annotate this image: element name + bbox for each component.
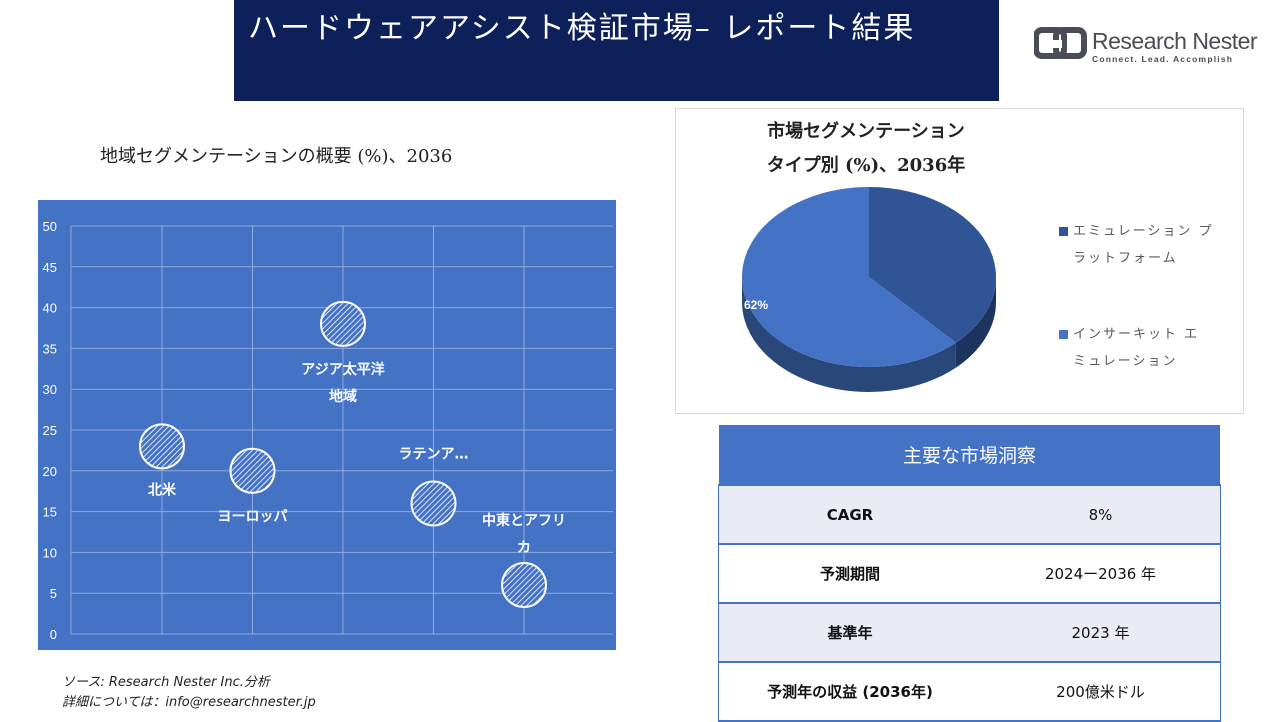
- bubble-point: [139, 423, 185, 470]
- y-tick-label: 20: [43, 464, 57, 479]
- table-value: 200億米ドル: [981, 661, 1221, 722]
- table-row: 予測年の収益 (2036年) 200億米ドル: [718, 661, 1221, 722]
- pie-data-label: 62%: [744, 298, 768, 312]
- legend-item-emulation-platform: エミュレーション プ ラットフォーム: [1059, 218, 1239, 272]
- logo-icon: [1033, 27, 1087, 59]
- bubble-data-label: ヨーロッパ: [218, 509, 288, 525]
- y-tick-label: 50: [43, 219, 57, 234]
- legend-swatch: [1059, 227, 1068, 236]
- page-title: ハードウェアアシスト検証市場– レポート結果: [234, 0, 999, 101]
- table-value: 2023 年: [981, 602, 1221, 662]
- y-tick-label: 5: [50, 586, 57, 601]
- table-header: 主要な市場洞察: [718, 424, 1221, 486]
- y-tick-label: 30: [43, 382, 57, 397]
- table-row: 予測期間 2024ー2036 年: [718, 543, 1221, 603]
- bubble-data-label: 地域: [329, 388, 357, 405]
- logo-name: Research Nester: [1092, 28, 1258, 54]
- pie-slice-side: [742, 277, 956, 392]
- bubble-point: [229, 447, 276, 494]
- table-key: 予測年の収益 (2036年): [718, 661, 981, 722]
- y-tick-label: 45: [43, 260, 57, 275]
- y-tick-label: 35: [43, 341, 57, 356]
- pie-chart-panel: 市場セグメンテーション タイプ別 (%)、2036年 62% エミュレーション …: [675, 108, 1244, 414]
- legend-swatch: [1059, 330, 1068, 339]
- bubble-point: [320, 300, 366, 347]
- source-line: ソース: Research Nester Inc.分析: [62, 675, 270, 690]
- legend-label: インサーキット エ: [1073, 327, 1200, 342]
- pie-title-line1: 市場セグメンテーション: [767, 121, 965, 142]
- bubble-data-label: ラテンア…: [399, 446, 469, 462]
- table-row: 基準年 2023 年: [718, 602, 1221, 662]
- pie-chart: 62%: [742, 187, 996, 392]
- bubble-point: [501, 562, 547, 609]
- bubble-point: [410, 480, 457, 527]
- bubble-data-label: アジア太平洋: [301, 361, 384, 378]
- legend-label: ミュレーション: [1073, 354, 1178, 369]
- logo-tagline: Connect. Lead. Accomplish: [1092, 54, 1234, 64]
- table-row: CAGR 8%: [718, 484, 1221, 544]
- source-note: ソース: Research Nester Inc.分析 詳細については：info…: [62, 673, 316, 713]
- y-tick-label: 10: [43, 545, 57, 560]
- research-nester-logo: Research Nester Connect. Lead. Accomplis…: [1033, 26, 1258, 66]
- legend-label: ラットフォーム: [1073, 251, 1178, 266]
- market-insights-table: 主要な市場洞察 CAGR 8% 予測期間 2024ー2036 年 基準年 202…: [718, 424, 1221, 722]
- table-value: 8%: [981, 484, 1221, 544]
- bubble-data-label: 中東とアフリ: [482, 512, 566, 529]
- legend-label: エミュレーション プ: [1073, 224, 1214, 239]
- bubble-data-label: 北米: [148, 481, 177, 498]
- y-tick-label: 15: [43, 505, 57, 520]
- table-value: 2024ー2036 年: [981, 543, 1221, 603]
- pie-title-line2: タイプ別 (%)、2036年: [766, 155, 966, 176]
- table-key: 予測期間: [718, 543, 981, 603]
- pie-slice-side: [955, 277, 996, 368]
- bubble-chart-title: 地域セグメンテーションの概要 (%)、2036: [100, 146, 453, 167]
- table-key: CAGR: [718, 484, 981, 544]
- pie-slice: [742, 187, 956, 367]
- y-tick-label: 25: [43, 423, 57, 438]
- bubble-data-label: カ: [517, 540, 531, 556]
- contact-line: 詳細については：info@researchnester.jp: [62, 695, 316, 710]
- y-tick-label: 0: [50, 627, 57, 642]
- y-tick-label: 40: [43, 301, 57, 316]
- pie-slice: [869, 187, 996, 343]
- legend-item-in-circuit-emulation: インサーキット エ ミュレーション: [1059, 321, 1239, 375]
- table-key: 基準年: [718, 602, 981, 662]
